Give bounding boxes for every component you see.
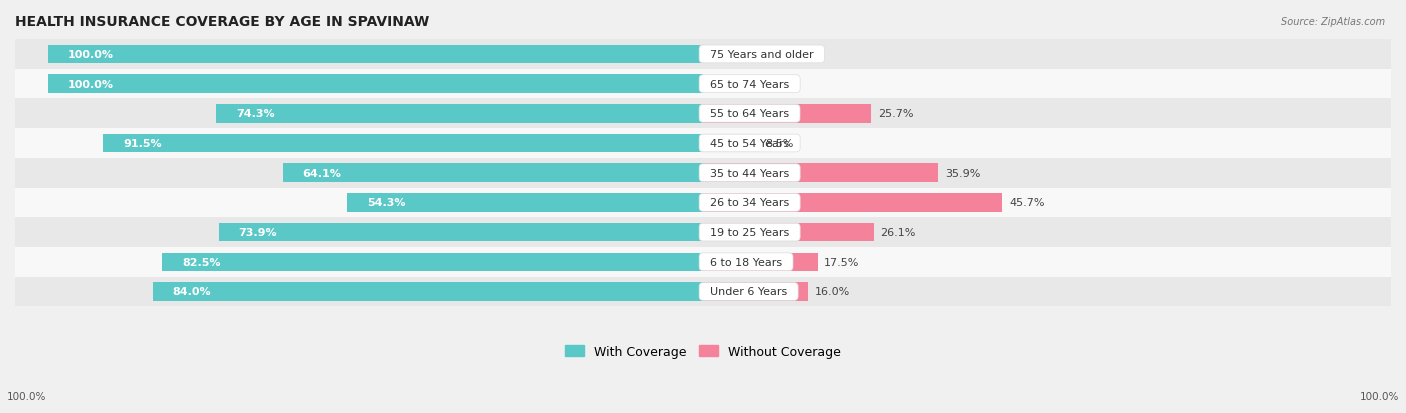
Text: 82.5%: 82.5% bbox=[183, 257, 221, 267]
Text: 16.0%: 16.0% bbox=[814, 287, 849, 297]
Text: 25.7%: 25.7% bbox=[877, 109, 914, 119]
Text: Under 6 Years: Under 6 Years bbox=[703, 287, 794, 297]
Bar bbox=[48, 75, 703, 94]
Text: 8.5%: 8.5% bbox=[765, 139, 793, 149]
Bar bbox=[703, 135, 759, 153]
Text: 45.7%: 45.7% bbox=[1010, 198, 1045, 208]
Text: 35 to 44 Years: 35 to 44 Years bbox=[703, 168, 796, 178]
Text: 26.1%: 26.1% bbox=[880, 228, 915, 237]
Bar bbox=[703, 223, 875, 242]
Bar bbox=[703, 253, 818, 271]
Text: 35.9%: 35.9% bbox=[945, 168, 980, 178]
Text: 55 to 64 Years: 55 to 64 Years bbox=[703, 109, 796, 119]
Text: 65 to 74 Years: 65 to 74 Years bbox=[703, 79, 796, 89]
Bar bbox=[703, 194, 1002, 212]
Text: 75 Years and older: 75 Years and older bbox=[703, 50, 821, 60]
Text: 100.0%: 100.0% bbox=[7, 391, 46, 401]
Bar bbox=[15, 218, 1391, 247]
Bar bbox=[703, 164, 938, 183]
Bar bbox=[153, 282, 703, 301]
Bar bbox=[283, 164, 703, 183]
Text: 26 to 34 Years: 26 to 34 Years bbox=[703, 198, 796, 208]
Text: 100.0%: 100.0% bbox=[67, 79, 114, 89]
Text: 6 to 18 Years: 6 to 18 Years bbox=[703, 257, 789, 267]
Bar bbox=[703, 105, 872, 123]
Bar bbox=[15, 99, 1391, 129]
Bar bbox=[15, 40, 1391, 70]
Text: HEALTH INSURANCE COVERAGE BY AGE IN SPAVINAW: HEALTH INSURANCE COVERAGE BY AGE IN SPAV… bbox=[15, 15, 429, 29]
Bar bbox=[104, 135, 703, 153]
Text: 17.5%: 17.5% bbox=[824, 257, 859, 267]
Bar bbox=[217, 105, 703, 123]
Text: 19 to 25 Years: 19 to 25 Years bbox=[703, 228, 796, 237]
Text: 74.3%: 74.3% bbox=[236, 109, 274, 119]
Bar bbox=[48, 45, 703, 64]
Text: 64.1%: 64.1% bbox=[302, 168, 342, 178]
Text: 54.3%: 54.3% bbox=[367, 198, 405, 208]
Bar bbox=[219, 223, 703, 242]
Text: 100.0%: 100.0% bbox=[1360, 391, 1399, 401]
Text: 91.5%: 91.5% bbox=[124, 139, 162, 149]
Text: 100.0%: 100.0% bbox=[67, 50, 114, 60]
Bar bbox=[163, 253, 703, 271]
Bar bbox=[15, 188, 1391, 218]
Bar bbox=[15, 159, 1391, 188]
Bar bbox=[703, 282, 808, 301]
Legend: With Coverage, Without Coverage: With Coverage, Without Coverage bbox=[561, 340, 845, 363]
Text: 45 to 54 Years: 45 to 54 Years bbox=[703, 139, 796, 149]
Bar bbox=[15, 129, 1391, 159]
Bar bbox=[15, 70, 1391, 99]
Text: Source: ZipAtlas.com: Source: ZipAtlas.com bbox=[1281, 17, 1385, 26]
Text: 73.9%: 73.9% bbox=[239, 228, 277, 237]
Bar bbox=[15, 247, 1391, 277]
Text: 84.0%: 84.0% bbox=[173, 287, 211, 297]
Bar bbox=[347, 194, 703, 212]
Bar bbox=[15, 277, 1391, 306]
